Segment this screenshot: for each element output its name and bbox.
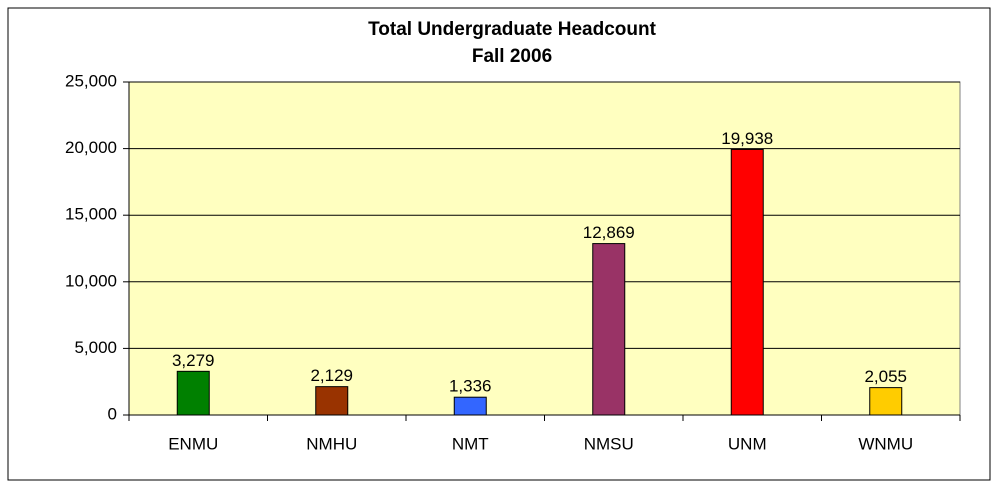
x-tick-label: NMHU xyxy=(306,434,357,453)
x-tick-label: NMT xyxy=(452,434,489,453)
y-tick-label: 10,000 xyxy=(65,271,117,290)
data-label: 1,336 xyxy=(449,377,492,396)
y-tick-label: 25,000 xyxy=(65,71,117,90)
y-tick-label: 15,000 xyxy=(65,205,117,224)
bar xyxy=(869,387,903,416)
plot-area xyxy=(128,81,961,416)
y-tick-label: 0 xyxy=(108,404,117,423)
data-label: 12,869 xyxy=(583,223,635,242)
bar xyxy=(592,243,626,416)
y-tick-label: 5,000 xyxy=(74,338,117,357)
chart-title: Total Undergraduate Headcount xyxy=(368,19,657,40)
data-label: 3,279 xyxy=(172,351,215,370)
x-tick-label: NMSU xyxy=(584,434,634,453)
bar xyxy=(453,396,487,416)
data-label: 19,938 xyxy=(721,129,773,148)
data-label: 2,129 xyxy=(310,366,353,385)
bar xyxy=(315,386,349,416)
bar xyxy=(730,148,764,416)
x-tick-label: WNMU xyxy=(858,434,913,453)
y-tick-label: 20,000 xyxy=(65,138,117,157)
chart-subtitle: Fall 2006 xyxy=(472,46,552,67)
x-tick-label: UNM xyxy=(728,434,767,453)
x-tick-label: ENMU xyxy=(168,434,218,453)
data-label: 2,055 xyxy=(864,367,907,386)
bar xyxy=(176,370,210,416)
